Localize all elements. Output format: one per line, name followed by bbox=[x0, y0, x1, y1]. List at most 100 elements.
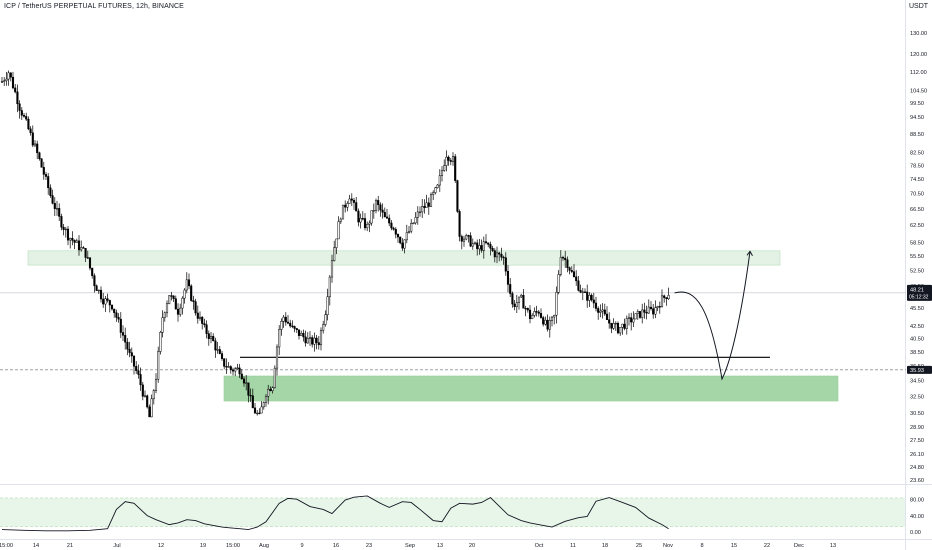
candle-body bbox=[623, 323, 626, 329]
candle-body bbox=[603, 309, 606, 315]
candle-body bbox=[284, 316, 287, 323]
candle-body bbox=[128, 348, 131, 353]
price-tick-label: 27.50 bbox=[910, 438, 924, 444]
candle-body bbox=[498, 252, 501, 255]
candle-body bbox=[469, 235, 472, 247]
candle-body bbox=[324, 314, 327, 325]
candle-body bbox=[493, 250, 496, 258]
price-tick-label: 120.00 bbox=[910, 52, 927, 58]
candle-body bbox=[315, 337, 318, 343]
price-tick-label: 28.90 bbox=[910, 425, 924, 431]
candle-body bbox=[438, 175, 441, 186]
price-tick-label: 32.50 bbox=[910, 394, 924, 400]
candle-body bbox=[297, 329, 301, 336]
candle-body bbox=[0, 81, 4, 83]
candle-body bbox=[132, 355, 136, 367]
candle-body bbox=[69, 238, 72, 241]
price-tick-label: 70.50 bbox=[910, 192, 924, 198]
candle-body bbox=[174, 298, 177, 310]
candle-body bbox=[491, 248, 494, 251]
candle-body bbox=[267, 388, 270, 397]
candle-body bbox=[429, 194, 433, 207]
time-tick-label: 15:00 bbox=[226, 543, 240, 549]
current-price-label: 48.21 bbox=[910, 287, 924, 293]
currency-label: USDT bbox=[909, 3, 929, 10]
candle-body bbox=[403, 239, 406, 249]
candle-body bbox=[665, 297, 668, 299]
candle-body bbox=[583, 291, 587, 293]
candle-body bbox=[258, 412, 261, 415]
candle-body bbox=[352, 200, 356, 203]
candle-body bbox=[139, 374, 142, 386]
candle-body bbox=[416, 211, 419, 218]
candle-body bbox=[176, 308, 180, 315]
candle-body bbox=[126, 341, 129, 350]
candle-body bbox=[634, 313, 637, 320]
candle-body bbox=[205, 324, 208, 334]
candle-body bbox=[84, 248, 87, 258]
time-tick-label: 15 bbox=[731, 543, 737, 549]
candle-body bbox=[106, 298, 109, 301]
time-tick-label: 19 bbox=[200, 543, 206, 549]
candle-body bbox=[214, 340, 217, 351]
candle-body bbox=[58, 208, 61, 217]
candle-body bbox=[421, 206, 424, 213]
candle-body bbox=[392, 227, 395, 230]
candle-body bbox=[390, 222, 393, 229]
candle-body bbox=[201, 316, 204, 324]
candle-body bbox=[561, 257, 565, 259]
candle-body bbox=[489, 244, 492, 249]
price-tick-label: 88.50 bbox=[910, 132, 924, 138]
candle-body bbox=[73, 240, 76, 243]
candle-body bbox=[55, 208, 59, 210]
candle-body bbox=[306, 338, 309, 344]
candle-body bbox=[641, 309, 644, 318]
candle-body bbox=[289, 322, 292, 327]
candle-body bbox=[7, 72, 10, 80]
candle-body bbox=[203, 323, 206, 326]
candle-body bbox=[220, 353, 224, 359]
candle-body bbox=[445, 156, 448, 166]
candle-body bbox=[564, 257, 567, 261]
candle-body bbox=[196, 312, 199, 319]
candle-body bbox=[240, 373, 243, 380]
candle-body bbox=[5, 78, 8, 81]
time-tick-label: 8 bbox=[700, 543, 703, 549]
price-tick-label: 34.50 bbox=[910, 379, 924, 385]
candle-body bbox=[238, 367, 241, 375]
candle-body bbox=[20, 110, 23, 116]
candle-body bbox=[372, 210, 375, 212]
candle-body bbox=[599, 310, 602, 313]
candle-body bbox=[647, 306, 650, 314]
candle-body bbox=[88, 257, 92, 269]
candle-body bbox=[588, 294, 591, 301]
candle-body bbox=[227, 366, 230, 368]
price-tick-label: 74.50 bbox=[910, 177, 924, 183]
candle-body bbox=[341, 204, 345, 220]
candle-body bbox=[570, 270, 573, 272]
time-tick-label: 11 bbox=[570, 543, 576, 549]
candle-body bbox=[579, 290, 582, 293]
candle-body bbox=[108, 300, 111, 306]
candle-body bbox=[449, 160, 452, 162]
time-tick-label: 9 bbox=[300, 543, 303, 549]
candle-body bbox=[262, 402, 265, 408]
candle-body bbox=[425, 202, 428, 208]
candle-body bbox=[295, 328, 298, 331]
price-tick-label: 58.50 bbox=[910, 240, 924, 246]
price-tick-label: 130.00 bbox=[910, 31, 927, 37]
candle-body bbox=[638, 311, 642, 318]
price-tick-label: 104.50 bbox=[910, 88, 927, 94]
candle-body bbox=[80, 247, 83, 251]
candle-body bbox=[234, 368, 237, 372]
candle-body bbox=[632, 318, 635, 323]
candle-body bbox=[86, 257, 89, 259]
time-tick-label: 15:00 bbox=[0, 543, 13, 549]
candle-body bbox=[121, 332, 125, 336]
candle-body bbox=[506, 270, 510, 285]
candle-body bbox=[625, 318, 628, 329]
candle-body bbox=[300, 333, 303, 336]
